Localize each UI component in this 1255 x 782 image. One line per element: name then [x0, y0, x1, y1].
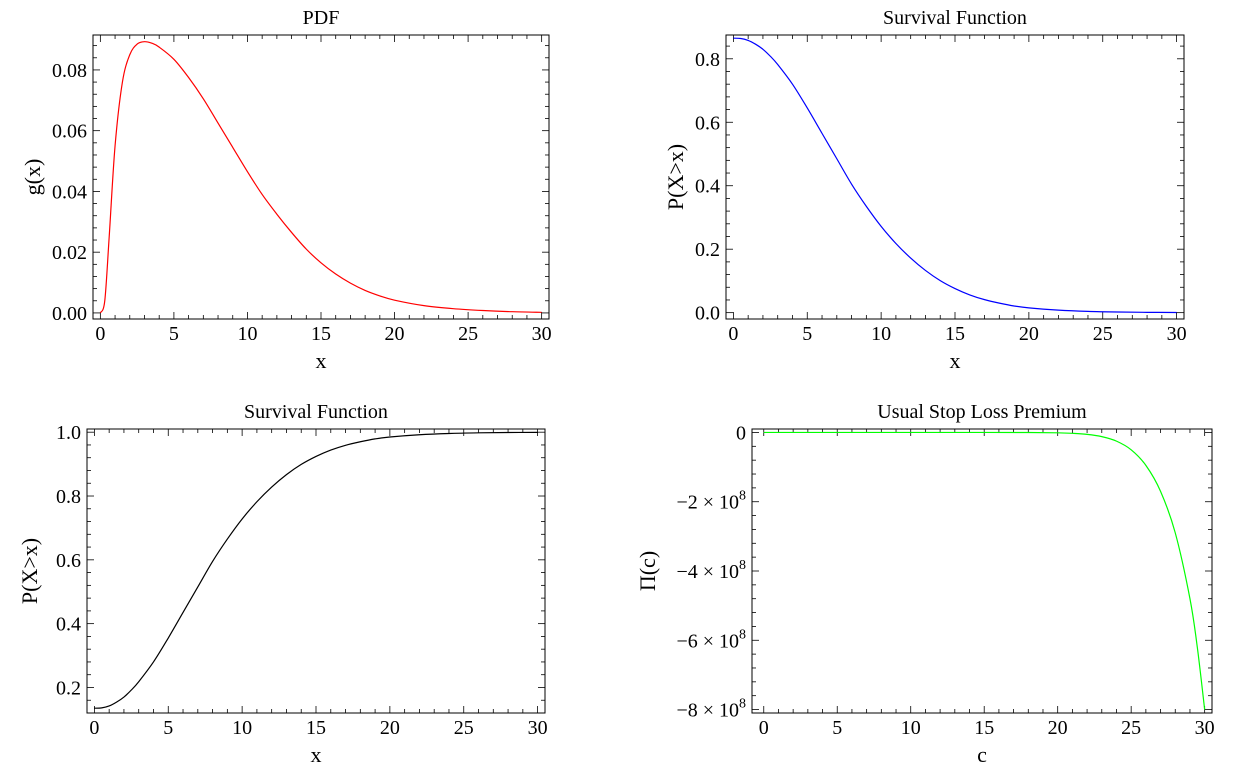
x-tick-label: 10: [871, 323, 891, 345]
series-line: [733, 37, 1177, 314]
y-tick-label: −4 × 108: [676, 558, 746, 583]
x-tick-label: 15: [945, 323, 965, 345]
x-tick-label: 5: [802, 323, 812, 345]
y-tick-label: 0.6: [56, 550, 81, 572]
y-tick-label: 0.04: [52, 181, 87, 203]
y-axis-label: g(x): [20, 159, 45, 196]
chart-panel-survival-function-blue: Survival Function 0 5 10 15 20 25 30 0.0 0.2 0.4 0.…: [663, 7, 1187, 373]
y-tick-label: 0.06: [52, 121, 87, 143]
y-tick-label: 0.2: [695, 239, 720, 261]
chart-title: Usual Stop Loss Premium: [877, 401, 1087, 423]
y-tick-label: −2 × 108: [676, 489, 746, 514]
chart-panel-survival-function-black: Survival Function 0 5 10 15 20 25 30 0.2 0.4 0.6 0.…: [17, 401, 548, 767]
plot-frame: [725, 34, 1185, 320]
y-tick-label: 0.02: [52, 242, 87, 264]
x-axis-label: x: [311, 742, 322, 767]
x-axis-label: x: [950, 348, 961, 373]
plot-frame: [92, 34, 550, 320]
x-axis-label: x: [316, 348, 327, 373]
y-tick-label: 0.4: [56, 614, 81, 636]
x-tick-label: 20: [1019, 323, 1039, 345]
plot-frame: [86, 428, 546, 714]
y-axis-label: P(X>x): [663, 144, 688, 210]
x-tick-label: 15: [974, 717, 994, 739]
x-tick-label: 20: [385, 323, 405, 345]
series-line: [763, 431, 1206, 710]
x-tick-label: 5: [832, 717, 842, 739]
y-tick-label: 0.08: [52, 60, 87, 82]
x-tick-label: 20: [380, 717, 400, 739]
x-tick-label: 15: [311, 323, 331, 345]
y-tick-label: −6 × 108: [676, 627, 746, 652]
chart-title: Survival Function: [883, 7, 1027, 29]
x-tick-label: 15: [306, 717, 326, 739]
chart-panel-stop-loss-premium: Usual Stop Loss Premium 0 5 10 15 20 25 30 0 −2 ×…: [635, 401, 1215, 767]
y-tick-label: 0.2: [56, 677, 81, 699]
y-axis-label: P(X>x): [17, 538, 42, 604]
x-tick-label: 25: [458, 323, 478, 345]
series-line: [99, 41, 542, 314]
x-tick-label: 30: [528, 717, 548, 739]
x-tick-label: 0: [759, 717, 769, 739]
x-tick-label: 5: [163, 717, 173, 739]
x-tick-label: 25: [1121, 717, 1141, 739]
x-tick-label: 25: [454, 717, 474, 739]
plot-frame: [751, 428, 1213, 714]
chart-title: PDF: [303, 7, 340, 29]
x-tick-label: 30: [1167, 323, 1187, 345]
y-tick-label: 0.00: [52, 303, 87, 325]
x-tick-label: 20: [1048, 717, 1068, 739]
x-tick-label: 30: [1195, 717, 1215, 739]
y-tick-label: 1.0: [56, 422, 81, 444]
x-tick-label: 30: [532, 323, 552, 345]
x-tick-label: 10: [232, 717, 252, 739]
y-axis-label: Π(c): [635, 551, 660, 591]
chart-title: Survival Function: [244, 401, 388, 423]
x-tick-label: 10: [237, 323, 257, 345]
x-axis-label: c: [977, 742, 987, 767]
series-line: [94, 431, 538, 709]
x-tick-label: 0: [95, 323, 105, 345]
y-tick-label: −8 × 108: [676, 697, 746, 722]
y-tick-label: 0.4: [695, 176, 720, 198]
x-tick-label: 10: [901, 717, 921, 739]
y-tick-label: 0.8: [695, 49, 720, 71]
x-tick-label: 0: [728, 323, 738, 345]
y-tick-label: 0.8: [56, 486, 81, 508]
y-tick-label: 0: [736, 422, 746, 444]
x-tick-label: 25: [1093, 323, 1113, 345]
x-tick-label: 5: [169, 323, 179, 345]
x-tick-label: 0: [89, 717, 99, 739]
y-tick-label: 0.6: [695, 112, 720, 134]
y-tick-label: 0.0: [695, 303, 720, 325]
chart-panel-pdf: PDF 0 5 10 15 20 25 30 0.00 0.02 0.04 0.06 0.08 x g(x): [20, 7, 552, 373]
